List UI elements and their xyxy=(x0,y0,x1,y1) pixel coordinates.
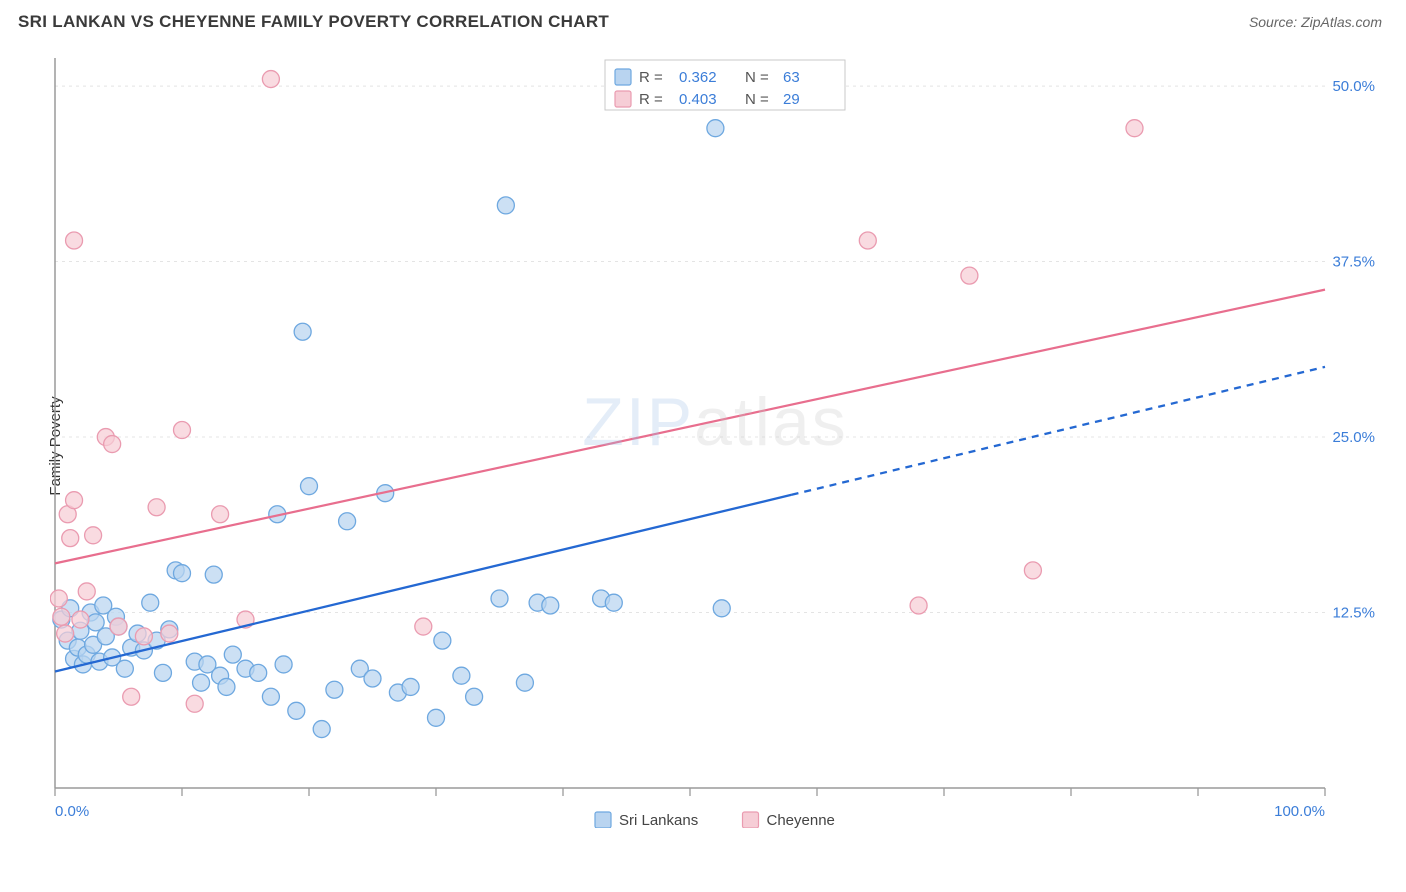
chart-title: SRI LANKAN VS CHEYENNE FAMILY POVERTY CO… xyxy=(18,12,609,32)
svg-text:37.5%: 37.5% xyxy=(1332,254,1375,271)
svg-text:29: 29 xyxy=(783,91,800,108)
svg-text:50.0%: 50.0% xyxy=(1332,78,1375,95)
svg-text:0.0%: 0.0% xyxy=(55,803,89,820)
svg-text:12.5%: 12.5% xyxy=(1332,605,1375,622)
svg-text:R =: R = xyxy=(639,69,663,86)
svg-text:0.362: 0.362 xyxy=(679,69,717,86)
svg-text:Sri Lankans: Sri Lankans xyxy=(619,812,698,828)
svg-text:N =: N = xyxy=(745,69,769,86)
svg-text:25.0%: 25.0% xyxy=(1332,429,1375,446)
svg-text:100.0%: 100.0% xyxy=(1274,803,1325,820)
svg-text:63: 63 xyxy=(783,69,800,86)
svg-text:R =: R = xyxy=(639,91,663,108)
svg-text:0.403: 0.403 xyxy=(679,91,717,108)
svg-text:N =: N = xyxy=(745,91,769,108)
source-attribution: Source: ZipAtlas.com xyxy=(1249,14,1382,30)
scatter-chart: ZIPatlas 12.5%25.0%37.5%50.0%0.0%100.0%R… xyxy=(50,48,1380,828)
svg-text:Cheyenne: Cheyenne xyxy=(767,812,835,828)
